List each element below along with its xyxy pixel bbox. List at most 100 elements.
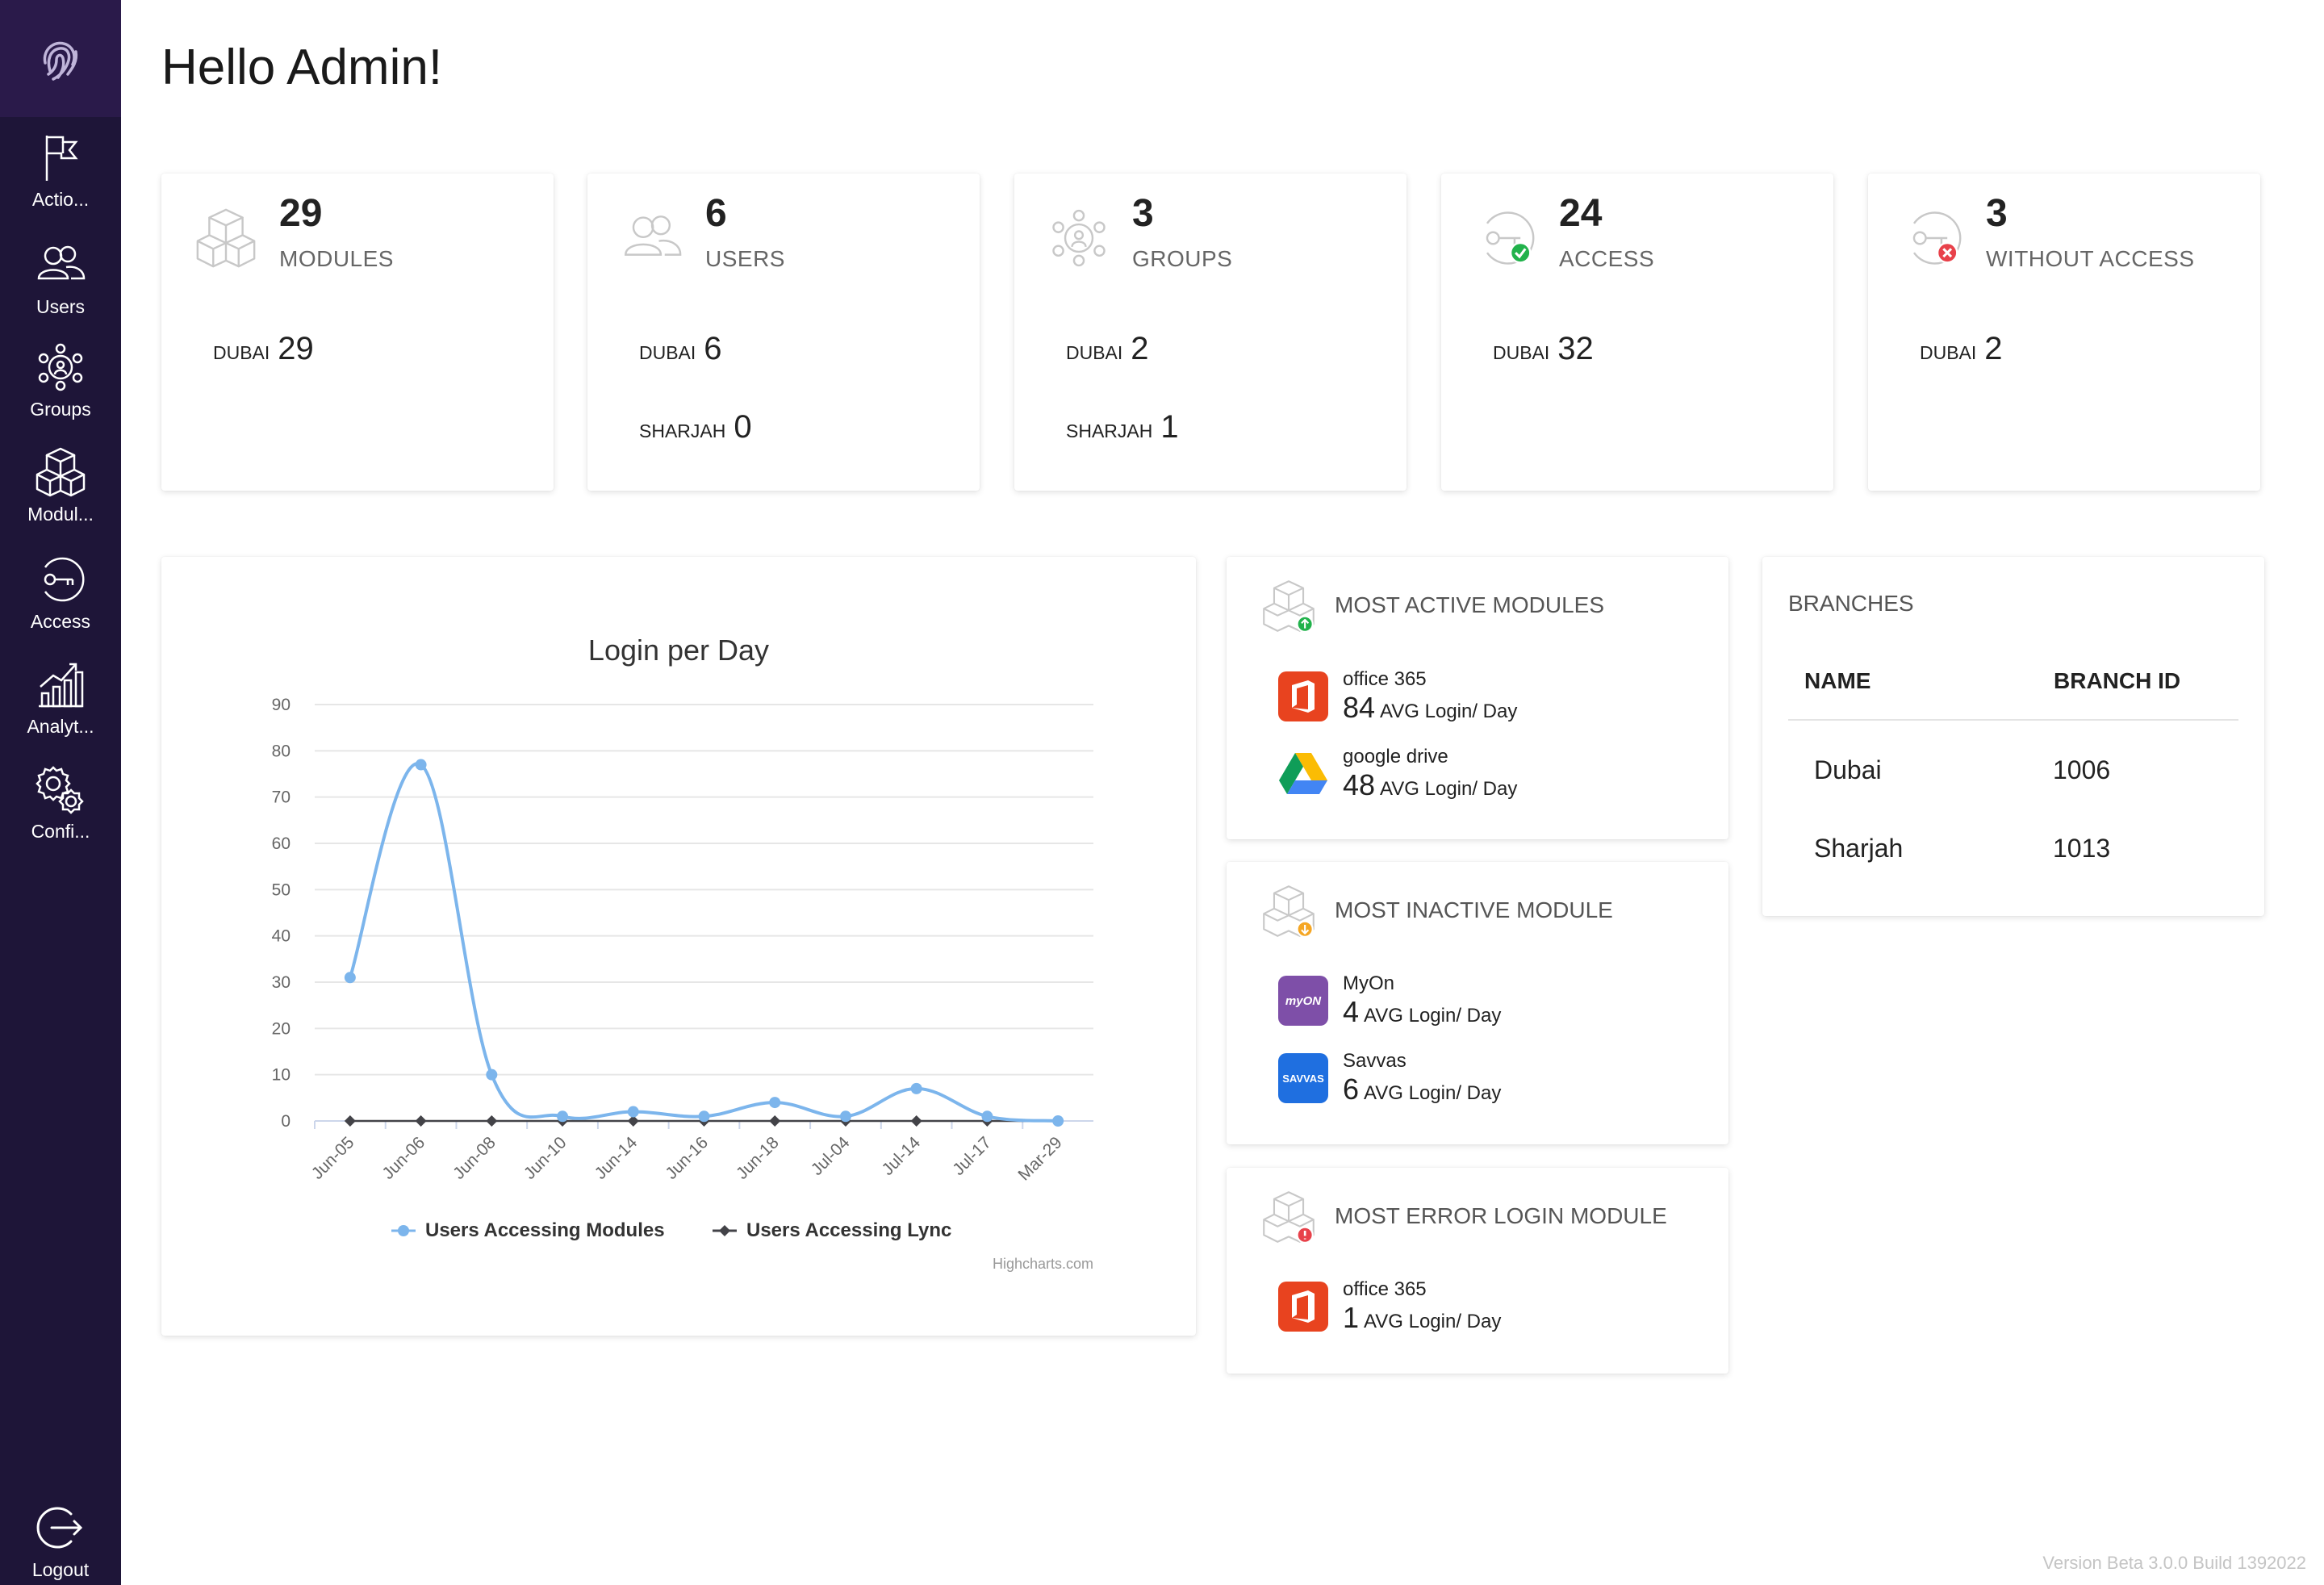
logout-label: Logout (31, 1559, 90, 1580)
module-name: Savvas (1343, 1050, 1407, 1072)
y-tick-label: 0 (281, 1112, 290, 1131)
module-unit: AVG Login/ Day (1364, 1311, 1502, 1332)
module-item[interactable]: SAVVAS Savvas 6 AVG Login/ Day (1278, 1050, 1501, 1106)
data-point[interactable] (627, 1115, 639, 1127)
legend-label[interactable]: Users Accessing Modules (425, 1219, 665, 1241)
data-point[interactable] (981, 1110, 993, 1123)
stat-caption: WITHOUT ACCESS (1986, 246, 2195, 271)
data-point[interactable] (415, 759, 427, 771)
module-value: 84 (1343, 691, 1376, 724)
data-point[interactable] (486, 1069, 498, 1081)
google-drive-icon (1278, 749, 1328, 799)
most-active-title: MOST ACTIVE MODULES (1335, 592, 1604, 617)
module-item[interactable]: myON MyOn 4 AVG Login/ Day (1278, 972, 1501, 1029)
chart-y-ticks: 0 10 20 30 40 50 60 70 80 90 (272, 696, 290, 1131)
data-point[interactable] (839, 1110, 851, 1123)
access-granted-icon (1486, 211, 1535, 265)
legend-symbol[interactable] (398, 1225, 409, 1236)
chart-grid (315, 704, 1093, 1122)
branch-value: 2 (1984, 331, 2003, 366)
data-point[interactable] (910, 1082, 922, 1094)
data-point[interactable] (627, 1106, 639, 1118)
y-tick-label: 30 (272, 973, 290, 992)
module-name: office 365 (1343, 1278, 1427, 1300)
nav-modules[interactable]: Modul... (0, 445, 121, 542)
branch-key: DUBAI (1493, 342, 1550, 363)
stat-branch-row: SHARJAH 1 (1066, 409, 1179, 445)
legend-symbol[interactable] (719, 1225, 730, 1236)
module-unit: AVG Login/ Day (1364, 1082, 1502, 1104)
branch-value: 32 (1557, 331, 1594, 366)
branches-card: BRANCHES NAME BRANCH ID Dubai 1006 Sharj… (1762, 557, 2264, 916)
branch-name-cell: Dubai (1814, 755, 1882, 784)
branch-key: SHARJAH (639, 420, 726, 441)
data-point[interactable] (910, 1115, 922, 1127)
chart-credit[interactable]: Highcharts.com (993, 1256, 1093, 1272)
legend-label[interactable]: Users Accessing Lync (746, 1219, 951, 1241)
branch-value: 2 (1131, 331, 1149, 366)
branch-id-cell: 1013 (2053, 834, 2111, 863)
logo[interactable] (0, 0, 121, 117)
login-per-day-chart: Login per Day 0 10 20 30 40 50 60 70 80 90 Jun-05… (272, 634, 1093, 1272)
module-unit: AVG Login/ Day (1380, 700, 1518, 722)
cubes-icon (36, 447, 86, 497)
module-item[interactable]: google drive 48 AVG Login/ Day (1278, 746, 1517, 802)
column-header-branch-id[interactable]: BRANCH ID (2054, 668, 2181, 693)
y-tick-label: 70 (272, 788, 290, 807)
branch-value: 6 (704, 331, 722, 366)
groups-icon (38, 343, 83, 391)
branch-key: SHARJAH (1066, 420, 1153, 441)
branch-key: DUBAI (639, 342, 696, 363)
gears-icon (36, 766, 84, 814)
nav-configuration[interactable]: Confi... (0, 763, 121, 859)
stat-value: 6 (705, 192, 727, 235)
cubes-icon (196, 208, 256, 268)
nav-actions[interactable]: Actio... (0, 131, 121, 228)
key-icon (44, 557, 85, 602)
module-name: google drive (1343, 746, 1448, 767)
savvas-icon: SAVVAS (1278, 1053, 1328, 1103)
module-value: 1 (1343, 1301, 1360, 1334)
chart-series (344, 759, 1064, 1127)
nav-groups[interactable]: Groups (0, 341, 121, 437)
most-error-card: MOST ERROR LOGIN MODULE office 365 1 AVG … (1227, 1168, 1728, 1374)
data-point[interactable] (486, 1115, 498, 1127)
module-item[interactable]: office 365 1 AVG Login/ Day (1278, 1278, 1501, 1335)
data-point[interactable] (769, 1115, 781, 1127)
cubes-up-icon (1263, 580, 1315, 633)
data-point[interactable] (698, 1110, 710, 1123)
module-unit: AVG Login/ Day (1364, 1005, 1502, 1027)
data-point[interactable] (769, 1097, 781, 1109)
x-tick-label: Jun-06 (378, 1133, 428, 1183)
sidebar: Actio... Users Groups Modul... Access (0, 0, 121, 1585)
x-tick-label: Jul-17 (949, 1133, 995, 1179)
nav-users[interactable]: Users (0, 238, 121, 335)
column-header-name[interactable]: NAME (1804, 668, 1871, 693)
stat-branch-row: DUBAI 2 (1066, 331, 1149, 367)
module-item[interactable]: office 365 84 AVG Login/ Day (1278, 668, 1517, 725)
stat-caption: MODULES (279, 246, 394, 271)
stat-card-modules: 29 MODULES DUBAI 29 (161, 174, 554, 491)
data-point[interactable] (1052, 1115, 1064, 1127)
data-point[interactable] (557, 1110, 569, 1123)
nav-users-label: Users (36, 296, 86, 317)
chart-legend[interactable]: Users Accessing Modules Users Accessing L… (391, 1219, 951, 1241)
stat-caption: ACCESS (1559, 246, 1655, 271)
data-point[interactable] (344, 972, 356, 984)
nav-access[interactable]: Access (0, 553, 121, 650)
fingerprint-logo-icon (43, 41, 78, 81)
data-point[interactable] (344, 1115, 356, 1127)
module-value: 6 (1343, 1073, 1360, 1106)
branch-key: DUBAI (1920, 342, 1977, 363)
nav-analytics[interactable]: Analyt... (0, 658, 121, 755)
stat-branch-row: DUBAI 6 (639, 331, 722, 367)
module-unit: AVG Login/ Day (1380, 778, 1518, 800)
nav-actions-label: Actio... (31, 189, 90, 210)
myon-icon: myON (1278, 976, 1328, 1026)
logout-button[interactable]: Logout (0, 1501, 121, 1585)
y-tick-label: 10 (272, 1066, 290, 1085)
page-title: Hello Admin! (161, 40, 443, 95)
data-point[interactable] (415, 1115, 427, 1127)
stat-branch-row: DUBAI 29 (213, 331, 314, 367)
branch-name-cell: Sharjah (1814, 834, 1904, 863)
